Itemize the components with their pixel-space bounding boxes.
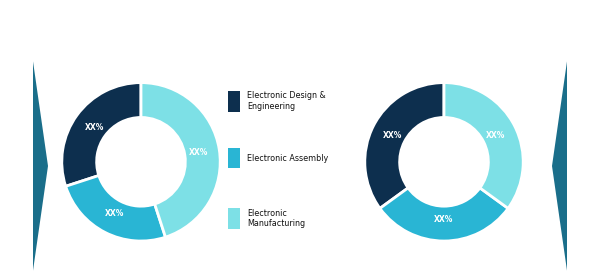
Text: XX%: XX% [105, 209, 124, 218]
Wedge shape [380, 188, 508, 241]
Polygon shape [552, 61, 567, 271]
Polygon shape [33, 61, 48, 271]
Text: MARKET BY SERVICE: MARKET BY SERVICE [81, 22, 288, 40]
Text: XX%: XX% [188, 148, 208, 157]
Text: XX%: XX% [486, 131, 505, 140]
Wedge shape [141, 83, 220, 237]
Bar [228, 91, 240, 112]
Bar [228, 208, 240, 229]
Wedge shape [62, 83, 141, 186]
Text: Electronic Assembly: Electronic Assembly [247, 153, 328, 163]
Text: XX%: XX% [434, 215, 454, 224]
Text: MARKET SHARE - 2028: MARKET SHARE - 2028 [581, 120, 587, 212]
Text: XX%: XX% [383, 131, 402, 140]
Wedge shape [365, 83, 444, 208]
Text: MARKET SHARE - 2022: MARKET SHARE - 2022 [13, 120, 20, 212]
Text: Electronic
Manufacturing: Electronic Manufacturing [247, 209, 305, 229]
Wedge shape [65, 175, 166, 241]
Text: XX%: XX% [85, 123, 104, 132]
Text: Electronic Design &
Engineering: Electronic Design & Engineering [247, 92, 326, 111]
Wedge shape [444, 83, 523, 208]
Bar [228, 148, 240, 169]
